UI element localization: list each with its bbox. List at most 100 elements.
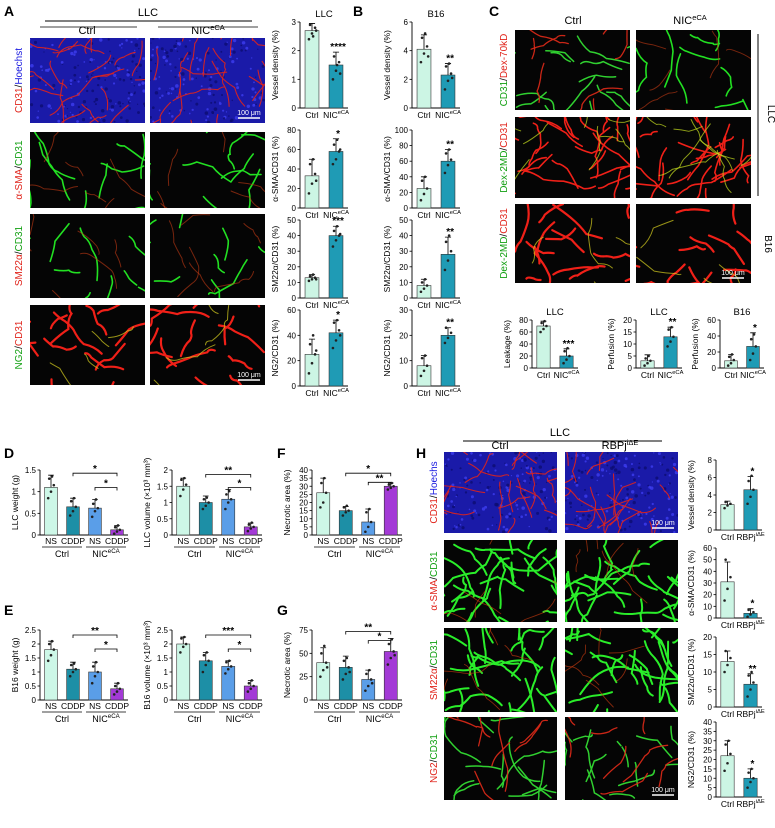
panel-letter: F (277, 445, 286, 461)
data-point (94, 660, 98, 664)
data-point (423, 175, 427, 179)
data-point (341, 678, 345, 681)
y-tick-label: 1.5 (157, 482, 169, 491)
y-tick-label: 0 (524, 364, 529, 373)
chart-c3: 0 20 40 60 Perfusion (%) B16 Ctrl * NICeCA (690, 307, 766, 380)
data-point (446, 163, 450, 167)
data-point (202, 653, 206, 657)
micrograph-c-ctrl-3 (515, 204, 630, 283)
data-point (204, 504, 208, 508)
x-category-label: CDDP (239, 701, 263, 711)
data-point (226, 501, 230, 504)
data-point (47, 477, 51, 480)
y-axis-label: Leakage (%) (502, 320, 512, 368)
data-point (229, 665, 233, 668)
micrograph-a-ctrl-4 (30, 305, 145, 385)
data-point (726, 364, 730, 367)
chart-title: LLC (546, 307, 564, 318)
y-tick-label: 2 (404, 75, 409, 84)
panel-c-side-b16: B16 (762, 235, 773, 253)
error-bar-1 (420, 34, 428, 50)
x-category-label: CDDP (61, 701, 85, 711)
data-point (308, 23, 312, 27)
data-point (182, 476, 186, 480)
y-tick-label: 4 (708, 491, 713, 500)
data-point (331, 346, 335, 350)
y-tick-label: 0.5 (157, 515, 169, 524)
x-category-label: RBPjiΔE (736, 709, 765, 719)
bar-2 (198, 502, 213, 536)
scale-bar-label: 100 μm (721, 270, 745, 277)
data-point (386, 488, 390, 491)
micrograph-h-rbpj-4 (565, 717, 678, 800)
data-point (542, 327, 545, 331)
significance-marker: ** (749, 664, 757, 675)
micrograph-h-rbpj-3 (565, 628, 678, 712)
data-point (310, 277, 314, 281)
y-tick-label: 0.5 (157, 682, 169, 691)
data-point (444, 152, 448, 155)
data-point (667, 328, 670, 331)
y-tick-label: 20 (287, 263, 296, 272)
significance-marker: * (336, 129, 340, 140)
data-point (314, 349, 318, 352)
data-point (367, 507, 371, 511)
x-category-label: CDDP (239, 536, 263, 546)
comparison-bracket-2 (367, 640, 392, 644)
data-point (204, 663, 208, 667)
error-bar-1 (308, 338, 316, 355)
data-point (115, 530, 119, 533)
y-tick-label: 60 (707, 316, 716, 325)
y-tick-label: 10 (623, 340, 632, 349)
data-point (563, 349, 566, 353)
data-point (419, 198, 423, 202)
panel-a-col-ctrl: Ctrl (78, 25, 95, 37)
y-tick-label: 0 (164, 531, 169, 540)
data-point (179, 494, 182, 498)
data-point (342, 659, 346, 663)
data-point (224, 672, 227, 675)
panel-letter: A (4, 3, 14, 19)
bracket-significance: * (104, 479, 108, 490)
y-tick-label: 1 (292, 75, 297, 84)
y-axis-label: Vessel density (%) (270, 30, 280, 100)
y-tick-label: 50 (399, 216, 408, 225)
data-point (118, 687, 122, 691)
bar-1 (536, 325, 551, 369)
data-point (447, 62, 451, 65)
data-point (369, 678, 373, 681)
data-point (729, 656, 732, 660)
x-category-label: Ctrl (305, 210, 318, 220)
panel-h-col-rbpj: RBPjiΔE (602, 438, 639, 452)
data-point (443, 268, 447, 272)
bracket-significance: * (366, 464, 370, 475)
data-point (91, 665, 95, 668)
data-point (347, 509, 350, 512)
data-point (249, 687, 253, 691)
group-label: Ctrl (328, 714, 342, 724)
data-point (390, 638, 394, 641)
y-tick-label: 20 (399, 263, 408, 272)
data-point (545, 324, 548, 328)
y-tick-label: 15 (623, 328, 632, 337)
x-category-label: Ctrl (305, 110, 318, 120)
comparison-bracket-1 (72, 472, 118, 477)
y-axis-label: NG2/CD31 (%) (686, 731, 696, 788)
data-point (332, 143, 336, 146)
comparison-bracket-1 (205, 634, 252, 638)
y-tick-label: 0.5 (25, 682, 37, 691)
data-point (444, 326, 448, 330)
bar-1 (176, 485, 191, 536)
y-axis-label: α-SMA/CD31 (%) (382, 136, 392, 202)
data-point (250, 521, 254, 524)
data-point (420, 36, 424, 40)
data-point (746, 615, 749, 619)
panel-c-row-label-3: Dex-2MD/CD31 (499, 208, 510, 279)
comparison-bracket-2 (367, 481, 392, 486)
x-category-label: NICeCA (323, 110, 349, 120)
significance-marker: ** (446, 140, 454, 151)
significance-marker: ** (669, 317, 677, 328)
y-tick-label: 30 (299, 482, 308, 491)
data-point (366, 684, 370, 688)
